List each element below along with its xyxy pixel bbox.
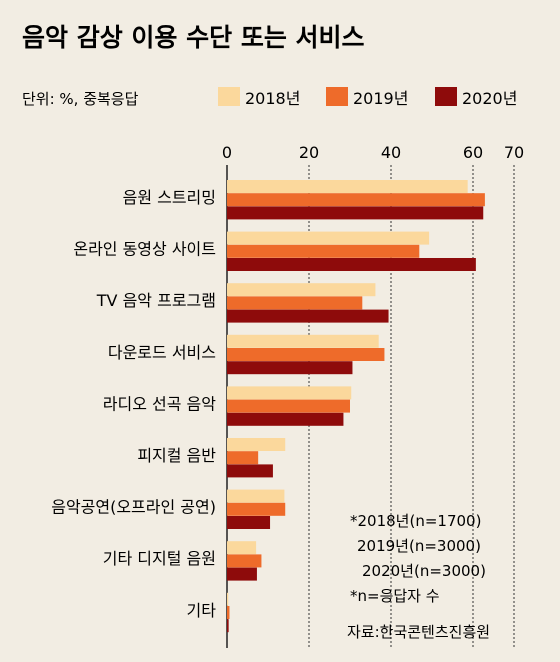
bar-온라인-동영상-사이트-2018년 xyxy=(227,231,430,245)
x-tick-40: 40 xyxy=(381,143,401,162)
note-4: *n=응답자 수 xyxy=(350,587,440,605)
bar-다운로드-서비스-2019년 xyxy=(227,348,385,361)
legend-swatch-2020년 xyxy=(435,87,457,106)
note-2: 2019년(n=3000) xyxy=(357,537,481,555)
bar-기타-2019년 xyxy=(227,606,230,619)
note-3: 2020년(n=3000) xyxy=(362,562,486,580)
x-tick-60: 60 xyxy=(463,143,483,162)
legend-label-2020년: 2020년 xyxy=(462,89,517,108)
bar-라디오-선곡-음악-2019년 xyxy=(227,399,350,413)
category-label-음원-스트리밍: 음원 스트리밍 xyxy=(123,188,216,207)
bar-음악공연-오프라인-공연-2018년 xyxy=(227,489,285,503)
bar-기타-디지털-음원-2020년 xyxy=(227,567,257,581)
bar-라디오-선곡-음악-2018년 xyxy=(227,386,352,400)
note-1: *2018년(n=1700) xyxy=(350,512,481,530)
bar-음원-스트리밍-2020년 xyxy=(227,206,484,220)
unit-label: 단위: %, 중복응답 xyxy=(22,90,139,108)
bar-tv-음악-프로그램-2019년 xyxy=(227,296,363,310)
bar-온라인-동영상-사이트-2019년 xyxy=(227,244,420,258)
bar-음원-스트리밍-2018년 xyxy=(227,180,468,193)
x-tick-70: 70 xyxy=(504,143,524,162)
bar-기타-2020년 xyxy=(227,619,229,633)
bar-피지컬-음반-2018년 xyxy=(227,438,286,451)
bar-기타-2018년 xyxy=(227,592,229,606)
bar-다운로드-서비스-2020년 xyxy=(227,361,353,375)
bar-tv-음악-프로그램-2020년 xyxy=(227,309,389,323)
sample-notes: *2018년(n=1700) 2019년(n=3000) 2020년(n=3000)… xyxy=(350,512,486,605)
category-label-라디오-선곡-음악: 라디오 선곡 음악 xyxy=(103,394,216,413)
bar-피지컬-음반-2019년 xyxy=(227,451,259,465)
legend-label-2018년: 2018년 xyxy=(245,89,300,108)
legend-swatch-2019년 xyxy=(326,87,348,106)
bar-음원-스트리밍-2019년 xyxy=(227,193,485,207)
bar-기타-디지털-음원-2018년 xyxy=(227,541,257,555)
bar-tv-음악-프로그램-2018년 xyxy=(227,283,376,297)
category-label-피지컬-음반: 피지컬 음반 xyxy=(137,446,216,465)
x-tick-labels: 0 20 40 60 70 xyxy=(222,143,524,162)
category-label-tv-음악-프로그램: TV 음악 프로그램 xyxy=(96,291,216,310)
chart-title: 음악 감상 이용 수단 또는 서비스 xyxy=(22,23,365,52)
bar-온라인-동영상-사이트-2020년 xyxy=(227,258,476,271)
bars xyxy=(227,180,485,633)
bar-음악공연-오프라인-공연-2020년 xyxy=(227,516,271,529)
bar-다운로드-서비스-2018년 xyxy=(227,334,379,348)
source-label: 자료:한국콘텐츠진흥원 xyxy=(347,623,490,641)
category-label-기타-디지털-음원: 기타 디지털 음원 xyxy=(103,549,216,568)
bar-라디오-선곡-음악-2020년 xyxy=(227,412,344,426)
bar-피지컬-음반-2020년 xyxy=(227,464,273,478)
category-label-기타: 기타 xyxy=(187,601,217,620)
legend-swatch-2018년 xyxy=(218,87,240,106)
bar-음악공연-오프라인-공연-2019년 xyxy=(227,502,286,516)
legend-label-2019년: 2019년 xyxy=(353,89,408,108)
category-label-온라인-동영상-사이트: 온라인 동영상 사이트 xyxy=(73,240,216,259)
x-tick-0: 0 xyxy=(222,143,232,162)
category-label-음악공연-오프라인-공연: 음악공연(오프라인 공연) xyxy=(51,498,216,517)
bar-기타-디지털-음원-2019년 xyxy=(227,554,262,568)
legend: 2018년 2019년 2020년 xyxy=(218,87,517,108)
x-tick-20: 20 xyxy=(299,143,319,162)
category-label-다운로드-서비스: 다운로드 서비스 xyxy=(108,343,216,362)
